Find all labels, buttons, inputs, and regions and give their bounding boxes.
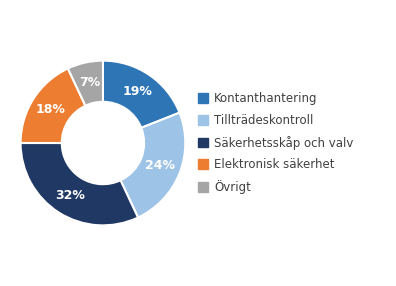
- Wedge shape: [68, 61, 103, 106]
- Text: 18%: 18%: [36, 104, 66, 116]
- Wedge shape: [103, 61, 179, 128]
- Text: 19%: 19%: [123, 86, 152, 98]
- Text: 24%: 24%: [145, 159, 175, 172]
- Text: 32%: 32%: [55, 189, 85, 202]
- Legend: Kontanthantering, Tillträdeskontroll, Säkerhetsskåp och valv, Elektronisk säkerh: Kontanthantering, Tillträdeskontroll, Sä…: [194, 88, 357, 198]
- Wedge shape: [21, 143, 138, 225]
- Text: 7%: 7%: [79, 76, 100, 89]
- Wedge shape: [21, 68, 86, 143]
- Wedge shape: [120, 113, 185, 218]
